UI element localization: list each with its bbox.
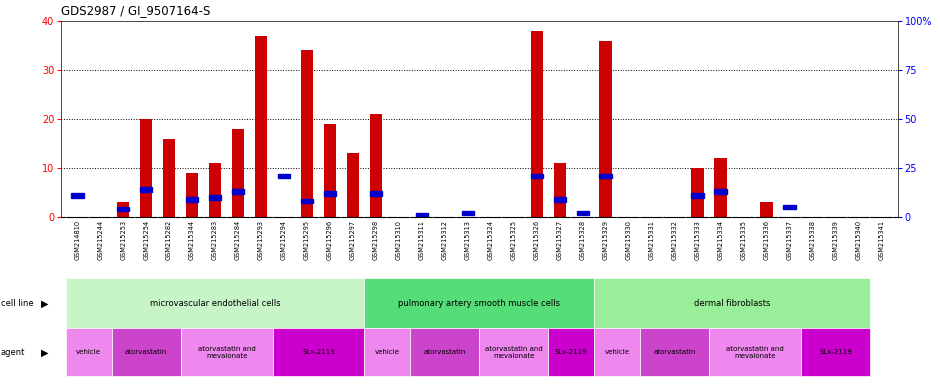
Text: GSM215311: GSM215311 xyxy=(419,220,425,260)
Bar xyxy=(369,114,383,217)
Text: GSM215298: GSM215298 xyxy=(373,220,379,260)
Bar xyxy=(140,187,152,192)
Text: GSM215333: GSM215333 xyxy=(695,220,700,260)
Bar xyxy=(692,168,704,217)
Text: GSM215283: GSM215283 xyxy=(212,220,218,260)
Bar xyxy=(554,163,566,217)
Bar xyxy=(714,158,727,217)
Text: GSM215325: GSM215325 xyxy=(510,220,517,260)
Text: microvascular endothelial cells: microvascular endothelial cells xyxy=(149,299,280,308)
Bar xyxy=(301,50,313,217)
Text: GSM215253: GSM215253 xyxy=(120,220,126,260)
Text: GSM215297: GSM215297 xyxy=(350,220,356,260)
Text: GSM215326: GSM215326 xyxy=(534,220,540,260)
Bar xyxy=(70,193,84,198)
Bar xyxy=(117,207,130,211)
Bar xyxy=(692,193,704,198)
Text: atorvastatin: atorvastatin xyxy=(653,349,696,355)
Bar xyxy=(714,189,727,194)
Text: GSM215324: GSM215324 xyxy=(488,220,494,260)
Text: GSM215334: GSM215334 xyxy=(718,220,724,260)
Text: GSM215330: GSM215330 xyxy=(626,220,632,260)
Text: GSM215335: GSM215335 xyxy=(741,220,746,260)
Text: atorvastatin and
mevalonate: atorvastatin and mevalonate xyxy=(197,346,256,359)
Bar xyxy=(600,174,612,178)
Bar xyxy=(140,119,152,217)
Text: GSM215313: GSM215313 xyxy=(465,220,471,260)
Bar xyxy=(530,174,543,178)
Text: atorvastatin and
mevalonate: atorvastatin and mevalonate xyxy=(485,346,542,359)
Text: pulmonary artery smooth muscle cells: pulmonary artery smooth muscle cells xyxy=(399,299,560,308)
Text: GSM215296: GSM215296 xyxy=(327,220,333,260)
Bar xyxy=(163,139,176,217)
Text: GSM215327: GSM215327 xyxy=(556,220,563,260)
Text: GSM215254: GSM215254 xyxy=(143,220,149,260)
Text: vehicle: vehicle xyxy=(604,349,630,355)
Text: SLx-2119: SLx-2119 xyxy=(302,349,335,355)
Bar xyxy=(415,213,429,217)
Bar xyxy=(462,211,474,215)
Text: ▶: ▶ xyxy=(41,347,49,358)
Text: atorvastatin: atorvastatin xyxy=(125,349,167,355)
Text: GSM215310: GSM215310 xyxy=(396,220,402,260)
Bar xyxy=(232,129,244,217)
Bar xyxy=(323,191,337,196)
Bar xyxy=(347,153,359,217)
Bar xyxy=(209,163,222,217)
Text: vehicle: vehicle xyxy=(375,349,400,355)
Bar xyxy=(554,197,566,202)
Text: GSM215295: GSM215295 xyxy=(304,220,310,260)
Bar xyxy=(530,31,543,217)
Bar xyxy=(783,205,796,209)
Text: GSM215338: GSM215338 xyxy=(809,220,816,260)
Text: GSM215329: GSM215329 xyxy=(603,220,609,260)
Bar xyxy=(277,174,290,178)
Text: SLx-2119: SLx-2119 xyxy=(820,349,852,355)
Bar xyxy=(255,36,267,217)
Bar xyxy=(369,191,383,196)
Text: GSM214810: GSM214810 xyxy=(74,220,80,260)
Text: GSM215328: GSM215328 xyxy=(580,220,586,260)
Bar xyxy=(186,197,198,202)
Bar xyxy=(323,124,337,217)
Text: GSM215339: GSM215339 xyxy=(833,220,838,260)
Bar xyxy=(600,41,612,217)
Bar xyxy=(209,195,222,200)
Text: GSM215284: GSM215284 xyxy=(235,220,241,260)
Text: atorvastatin and
mevalonate: atorvastatin and mevalonate xyxy=(727,346,784,359)
Text: GSM215331: GSM215331 xyxy=(649,220,655,260)
Text: cell line: cell line xyxy=(1,299,34,308)
Text: GDS2987 / GI_9507164-S: GDS2987 / GI_9507164-S xyxy=(61,4,211,17)
Text: GSM215282: GSM215282 xyxy=(166,220,172,260)
Text: GSM215340: GSM215340 xyxy=(855,220,862,260)
Text: GSM215337: GSM215337 xyxy=(787,220,792,260)
Bar xyxy=(760,202,773,217)
Bar xyxy=(186,173,198,217)
Text: atorvastatin: atorvastatin xyxy=(424,349,466,355)
Text: agent: agent xyxy=(1,348,25,357)
Text: GSM215244: GSM215244 xyxy=(97,220,103,260)
Text: GSM215293: GSM215293 xyxy=(258,220,264,260)
Text: GSM215344: GSM215344 xyxy=(189,220,196,260)
Text: ▶: ▶ xyxy=(41,298,49,308)
Text: GSM215336: GSM215336 xyxy=(763,220,770,260)
Bar xyxy=(576,211,589,215)
Bar xyxy=(301,199,313,204)
Text: GSM215341: GSM215341 xyxy=(879,220,885,260)
Bar xyxy=(232,189,244,194)
Text: dermal fibroblasts: dermal fibroblasts xyxy=(694,299,771,308)
Text: vehicle: vehicle xyxy=(76,349,102,355)
Text: SLx-2119: SLx-2119 xyxy=(555,349,588,355)
Text: GSM215332: GSM215332 xyxy=(672,220,678,260)
Bar xyxy=(117,202,130,217)
Text: GSM215294: GSM215294 xyxy=(281,220,287,260)
Text: GSM215312: GSM215312 xyxy=(442,220,448,260)
